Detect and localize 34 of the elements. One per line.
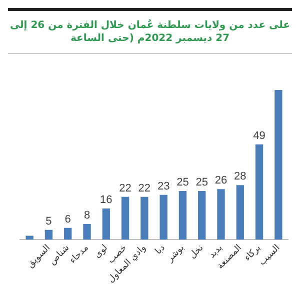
x-tick-label: لوى	[92, 243, 110, 260]
data-label: 49	[253, 130, 266, 142]
x-tick-label: دبا	[154, 243, 168, 257]
bar	[83, 224, 91, 240]
bar	[255, 144, 264, 240]
x-tick-label: بوشر	[164, 243, 186, 265]
data-label: 22	[138, 182, 151, 194]
data-label: 23	[157, 180, 170, 192]
data-label: 22	[119, 182, 132, 194]
bar	[64, 228, 72, 240]
chart-title: على عدد من ولايات سلطنة عُمان خلال الفترة من 26 إلى 27 ديسمبر 2022م (حتى الساعة	[8, 19, 292, 45]
x-tick-label: نخل	[188, 243, 206, 261]
data-label: 26	[214, 174, 228, 187]
bar	[102, 208, 110, 240]
bar	[140, 196, 148, 240]
data-label: 25	[196, 176, 208, 189]
x-tick-label: السويق	[26, 243, 52, 270]
bar	[160, 194, 168, 240]
x-tick-label: مدحاء	[68, 243, 91, 266]
x-tick-label: بركاء	[242, 243, 264, 264]
bar	[274, 90, 282, 240]
bar	[217, 189, 225, 240]
data-label: 6	[64, 213, 71, 226]
data-label: 16	[100, 194, 112, 206]
bar	[236, 185, 244, 240]
data-label: 25	[176, 176, 189, 189]
data-label: 28	[234, 170, 246, 183]
bar	[178, 191, 187, 240]
data-label: 5	[46, 215, 52, 228]
bar	[198, 191, 206, 240]
bar	[121, 196, 130, 240]
bar	[44, 230, 53, 240]
data-label: 8	[84, 210, 90, 222]
bar	[26, 236, 34, 240]
